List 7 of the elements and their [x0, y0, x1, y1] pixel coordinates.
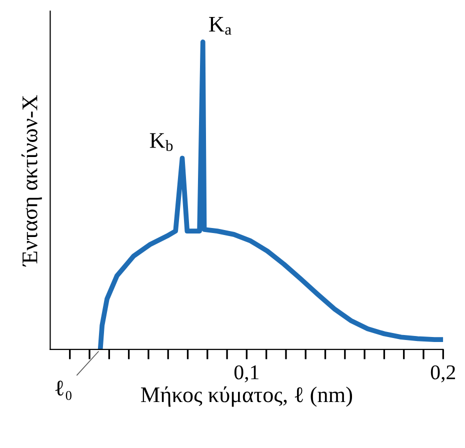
annotation: K$_{a}$	[209, 16, 232, 35]
annotation: K$_{b}$	[150, 133, 173, 151]
x-tick-label: 0,2	[430, 365, 456, 382]
x-tick-label: 0,1	[234, 365, 258, 382]
x-axis-title: Μήκος κύματος, ℓ (nm)	[140, 386, 352, 407]
y-axis-title: Ένταση ακτίνων-X	[21, 95, 42, 267]
annotation: ℓ₀	[55, 380, 72, 400]
